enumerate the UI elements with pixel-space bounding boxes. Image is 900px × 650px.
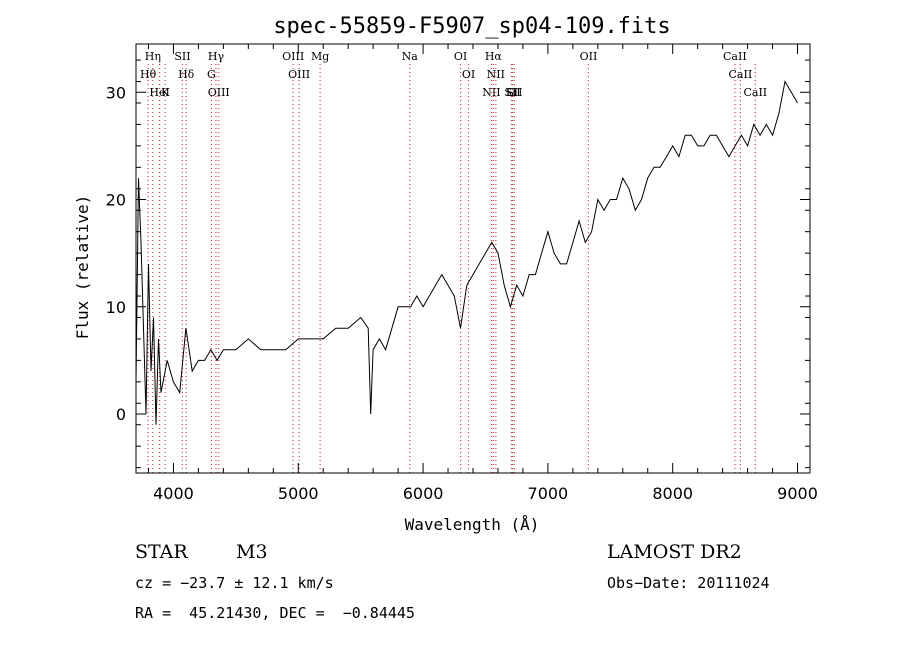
x-tick-label: 6000: [403, 484, 444, 503]
spectral-line-label: NII: [482, 86, 500, 99]
spectral-line-label: OIII: [208, 86, 230, 99]
y-axis-label: Flux (relative): [73, 195, 92, 340]
x-axis-label: Wavelength (Å): [405, 515, 540, 534]
spectral-line-label: Na: [402, 50, 419, 63]
axis-ticks: 4000 5000 6000 7000 8000 9000 0 10 20 30: [106, 44, 818, 503]
x-tick-label: 7000: [528, 484, 569, 503]
spectral-line-label: Hγ: [208, 50, 225, 63]
observation-date: Obs−Date: 20111024: [607, 574, 770, 592]
survey-name: LAMOST DR2: [607, 541, 742, 563]
chart-title: spec-55859-F5907_sp04-109.fits: [273, 14, 670, 39]
spectral-line-label: OI: [454, 50, 467, 63]
spectral-line-label: SII: [504, 86, 520, 99]
object-class: STAR: [135, 541, 188, 563]
spectral-line-label: OIII: [282, 50, 304, 63]
spectral-line-markers: [147, 64, 756, 473]
spectral-line-label: K: [161, 86, 170, 99]
x-tick-label: 4000: [153, 484, 194, 503]
y-tick-label: 20: [106, 191, 126, 210]
spectral-line-label: OII: [580, 50, 598, 63]
spectral-line-label: Hθ: [140, 68, 157, 81]
spectral-line-label: OIII: [288, 68, 310, 81]
spectral-line-label: Hα: [485, 50, 503, 63]
spectral-line-label: Mg: [311, 50, 329, 63]
spectral-line-label: HeI: [149, 86, 169, 99]
spectral-line-label: CaII: [723, 50, 747, 63]
y-tick-label: 30: [106, 83, 126, 102]
spectral-line-label: Hη: [145, 50, 161, 63]
spectral-line-label: CaII: [729, 68, 753, 81]
x-tick-label: 9000: [777, 484, 818, 503]
spectral-line-label: SII: [174, 50, 190, 63]
y-tick-label: 0: [116, 405, 126, 424]
spectral-line-label: OI: [462, 68, 475, 81]
x-tick-label: 8000: [652, 484, 693, 503]
spectral-line-label: G: [207, 68, 216, 81]
x-tick-label: 5000: [278, 484, 319, 503]
object-subclass: M3: [236, 541, 268, 563]
plot-frame: [135, 43, 811, 474]
spectral-line-label: Li: [506, 86, 517, 99]
redshift-velocity: cz = −23.7 ± 12.1 km/s: [135, 574, 334, 592]
spectral-line-label: SII: [506, 86, 522, 99]
coordinates: RA = 45.21430, DEC = −0.84445: [135, 604, 415, 622]
y-tick-label: 10: [106, 298, 126, 317]
flux-series-line: [135, 80, 798, 425]
spectral-line-label: NII: [487, 68, 505, 81]
spectral-line-label: CaII: [743, 86, 767, 99]
spectral-line-label: Hδ: [178, 68, 195, 81]
